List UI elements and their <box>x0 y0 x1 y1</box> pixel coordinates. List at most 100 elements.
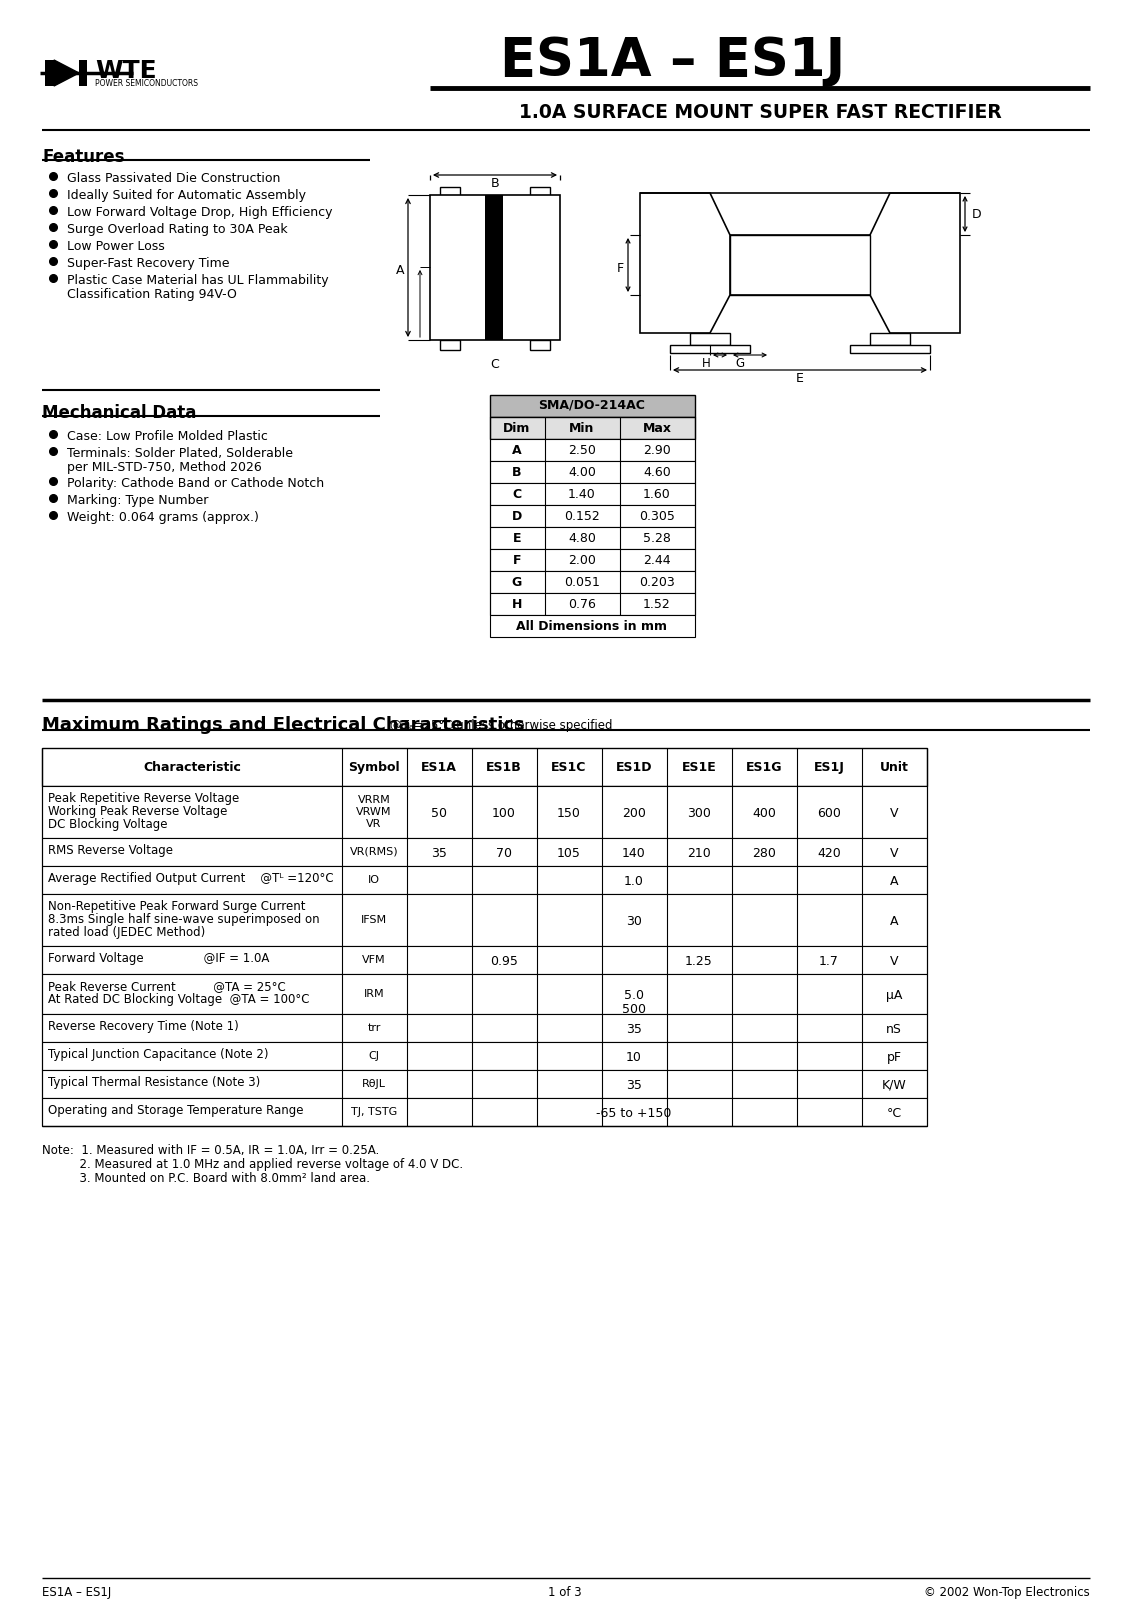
Text: 4.80: 4.80 <box>568 531 596 546</box>
Text: All Dimensions in mm: All Dimensions in mm <box>517 619 667 634</box>
Text: 2. Measured at 1.0 MHz and applied reverse voltage of 4.0 V DC.: 2. Measured at 1.0 MHz and applied rever… <box>42 1158 463 1171</box>
Bar <box>490 526 696 549</box>
Text: 1.7: 1.7 <box>819 955 839 968</box>
Text: trr: trr <box>368 1022 381 1034</box>
Text: 8.3ms Single half sine-wave superimposed on: 8.3ms Single half sine-wave superimposed… <box>48 914 320 926</box>
Text: Operating and Storage Temperature Range: Operating and Storage Temperature Range <box>48 1104 303 1117</box>
Text: ES1E: ES1E <box>682 762 716 774</box>
Text: RθJL: RθJL <box>362 1078 386 1090</box>
Bar <box>42 866 927 894</box>
Text: 2.90: 2.90 <box>644 443 671 458</box>
Text: DC Blocking Voltage: DC Blocking Voltage <box>48 818 167 830</box>
Text: Low Power Loss: Low Power Loss <box>67 240 165 253</box>
Text: Note:  1. Measured with IF = 0.5A, IR = 1.0A, Irr = 0.25A.: Note: 1. Measured with IF = 0.5A, IR = 1… <box>42 1144 379 1157</box>
Text: TJ, TSTG: TJ, TSTG <box>351 1107 397 1117</box>
Bar <box>490 461 696 483</box>
Text: Peak Reverse Current          @TA = 25°C: Peak Reverse Current @TA = 25°C <box>48 979 286 994</box>
Text: 30: 30 <box>627 915 642 928</box>
Bar <box>490 418 696 438</box>
Text: A: A <box>890 915 898 928</box>
Text: Low Forward Voltage Drop, High Efficiency: Low Forward Voltage Drop, High Efficienc… <box>67 206 333 219</box>
Text: 50: 50 <box>431 806 447 819</box>
Text: Min: Min <box>569 422 595 435</box>
Text: 1.0: 1.0 <box>624 875 644 888</box>
Text: 5.28: 5.28 <box>644 531 671 546</box>
Text: Maximum Ratings and Electrical Characteristics: Maximum Ratings and Electrical Character… <box>42 717 525 734</box>
Bar <box>45 59 54 86</box>
Text: Case: Low Profile Molded Plastic: Case: Low Profile Molded Plastic <box>67 430 268 443</box>
Text: 150: 150 <box>558 806 581 819</box>
Text: @Tₐ=25°C unless otherwise specified: @Tₐ=25°C unless otherwise specified <box>390 718 613 733</box>
Text: rated load (JEDEC Method): rated load (JEDEC Method) <box>48 926 205 939</box>
Text: B: B <box>491 178 499 190</box>
Bar <box>42 894 927 946</box>
Text: Features: Features <box>42 149 124 166</box>
Text: 300: 300 <box>687 806 711 819</box>
Text: G: G <box>735 357 744 370</box>
Text: V: V <box>890 846 898 861</box>
Bar <box>42 838 927 866</box>
Polygon shape <box>870 194 960 333</box>
Text: 0.051: 0.051 <box>564 576 599 589</box>
Bar <box>79 59 87 86</box>
Text: H: H <box>512 598 523 611</box>
Text: V: V <box>890 806 898 819</box>
Text: Weight: 0.064 grams (approx.): Weight: 0.064 grams (approx.) <box>67 510 259 525</box>
Text: G: G <box>512 576 523 589</box>
Text: Ideally Suited for Automatic Assembly: Ideally Suited for Automatic Assembly <box>67 189 307 202</box>
Text: Typical Thermal Resistance (Note 3): Typical Thermal Resistance (Note 3) <box>48 1075 260 1090</box>
Bar <box>670 346 750 354</box>
Polygon shape <box>640 194 729 333</box>
Text: C: C <box>491 358 500 371</box>
Text: ES1B: ES1B <box>486 762 521 774</box>
Text: °C: °C <box>887 1107 901 1120</box>
Text: VR(RMS): VR(RMS) <box>349 846 398 858</box>
Bar <box>490 506 696 526</box>
Text: ES1A: ES1A <box>421 762 457 774</box>
Text: 140: 140 <box>622 846 646 861</box>
Text: -65 to +150: -65 to +150 <box>596 1107 672 1120</box>
Text: 200: 200 <box>622 806 646 819</box>
Text: D: D <box>972 208 982 221</box>
Text: ES1J: ES1J <box>813 762 845 774</box>
Text: 105: 105 <box>558 846 581 861</box>
Text: Characteristic: Characteristic <box>143 762 241 774</box>
Text: Symbol: Symbol <box>348 762 400 774</box>
Text: Max: Max <box>642 422 672 435</box>
Text: Peak Repetitive Reverse Voltage: Peak Repetitive Reverse Voltage <box>48 792 240 805</box>
Text: 4.60: 4.60 <box>644 466 671 478</box>
Bar <box>530 341 550 350</box>
Text: 1.0A SURFACE MOUNT SUPER FAST RECTIFIER: 1.0A SURFACE MOUNT SUPER FAST RECTIFIER <box>519 102 1001 122</box>
Text: 0.152: 0.152 <box>564 510 599 523</box>
Text: VRWM: VRWM <box>356 806 391 818</box>
Text: ES1A – ES1J: ES1A – ES1J <box>42 1586 111 1598</box>
Text: A: A <box>512 443 521 458</box>
Text: 0.95: 0.95 <box>490 955 518 968</box>
Text: Average Rectified Output Current    @Tᴸ =120°C: Average Rectified Output Current @Tᴸ =12… <box>48 872 334 885</box>
Text: 2.44: 2.44 <box>644 554 671 566</box>
Bar <box>440 341 460 350</box>
Text: Polarity: Cathode Band or Cathode Notch: Polarity: Cathode Band or Cathode Notch <box>67 477 325 490</box>
Text: F: F <box>616 262 623 275</box>
Bar <box>42 786 927 838</box>
Text: IO: IO <box>368 875 380 885</box>
Bar <box>870 333 910 346</box>
Text: Surge Overload Rating to 30A Peak: Surge Overload Rating to 30A Peak <box>67 222 287 235</box>
Text: K/W: K/W <box>882 1078 906 1091</box>
Text: POWER SEMICONDUCTORS: POWER SEMICONDUCTORS <box>95 78 198 88</box>
Text: 70: 70 <box>497 846 512 861</box>
Text: © 2002 Won-Top Electronics: © 2002 Won-Top Electronics <box>924 1586 1090 1598</box>
Text: 35: 35 <box>431 846 447 861</box>
Text: 1.40: 1.40 <box>568 488 596 501</box>
Text: C: C <box>512 488 521 501</box>
Text: Plastic Case Material has UL Flammability: Plastic Case Material has UL Flammabilit… <box>67 274 329 286</box>
Bar <box>729 235 870 294</box>
Bar <box>490 549 696 571</box>
Text: VFM: VFM <box>362 955 386 965</box>
Text: E: E <box>796 371 804 386</box>
Bar <box>42 749 927 786</box>
Text: CJ: CJ <box>369 1051 380 1061</box>
Text: 5.0: 5.0 <box>624 989 644 1002</box>
Text: IRM: IRM <box>364 989 385 998</box>
Text: A: A <box>890 875 898 888</box>
